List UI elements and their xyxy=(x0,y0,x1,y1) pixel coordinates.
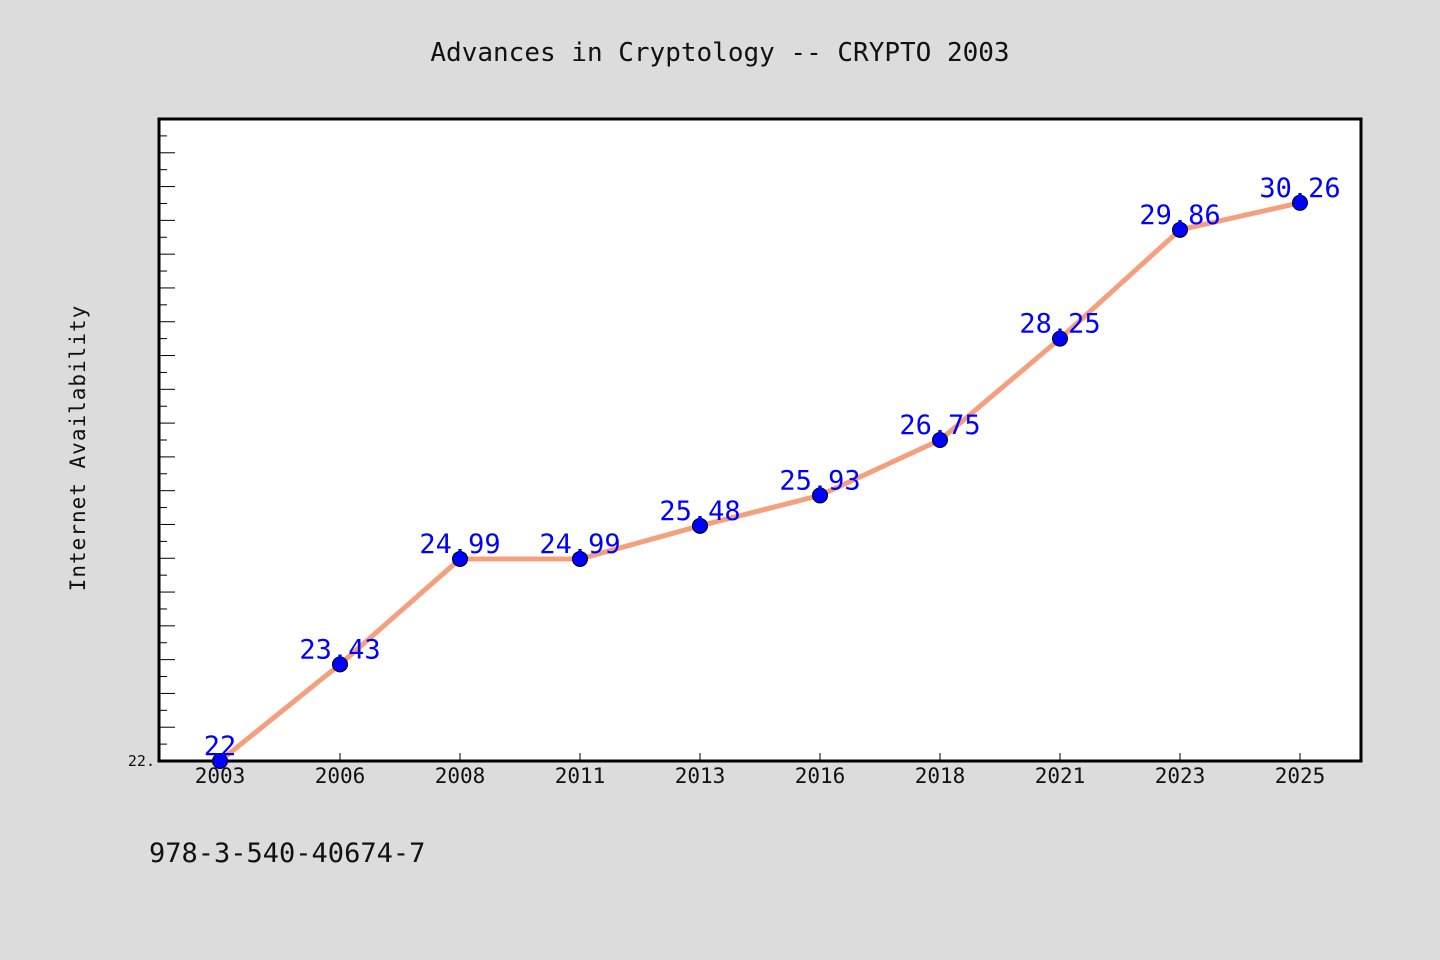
x-tick-label: 2011 xyxy=(555,764,606,788)
x-tick-label: 2018 xyxy=(915,764,966,788)
x-tick-label: 2021 xyxy=(1035,764,1086,788)
data-point xyxy=(452,550,468,567)
x-tick-label: 2025 xyxy=(1275,764,1326,788)
data-point xyxy=(932,432,948,448)
data-label: 22 xyxy=(204,731,237,762)
series-line xyxy=(217,200,1303,764)
x-axis-ticks: 2003 2006 2008 2011 2013 2016 2018 2021 2023 2025 xyxy=(195,753,1326,788)
y-axis-ticks xyxy=(159,118,175,762)
x-tick-label: 2008 xyxy=(435,764,486,788)
series-group: 22 23.43 24.99 24.99 25.48 25.93 26.75 28.25 29.… xyxy=(204,173,1341,769)
data-label: 25.93 xyxy=(779,465,860,496)
data-label: 26.75 xyxy=(899,410,980,441)
data-point xyxy=(1292,194,1308,211)
data-label: 25.48 xyxy=(659,496,740,527)
x-tick-label: 2006 xyxy=(315,764,366,788)
data-label: 24.99 xyxy=(419,529,500,560)
data-point xyxy=(1052,330,1068,347)
data-label: 30.26 xyxy=(1259,173,1340,204)
data-label: 24.99 xyxy=(539,529,620,560)
plot-area xyxy=(157,117,1363,763)
data-point xyxy=(692,517,708,534)
data-label: 28.25 xyxy=(1019,309,1100,340)
data-point xyxy=(212,753,228,769)
chart-title: Advances in Cryptology -- CRYPTO 2003 xyxy=(430,38,1009,68)
data-point xyxy=(332,656,348,673)
x-tick-label: 2023 xyxy=(1155,764,1206,788)
data-point xyxy=(812,487,828,504)
data-label: 23.43 xyxy=(299,634,380,665)
y-tick-label: 22. xyxy=(128,752,155,770)
data-point xyxy=(1172,221,1188,238)
y-axis-label: Internet Availability xyxy=(66,305,90,592)
footer-isbn: 978-3-540-40674-7 xyxy=(149,838,425,869)
x-tick-label: 2013 xyxy=(675,764,726,788)
data-point xyxy=(572,550,588,567)
x-tick-label: 2016 xyxy=(795,764,846,788)
data-label: 29.86 xyxy=(1139,200,1220,231)
